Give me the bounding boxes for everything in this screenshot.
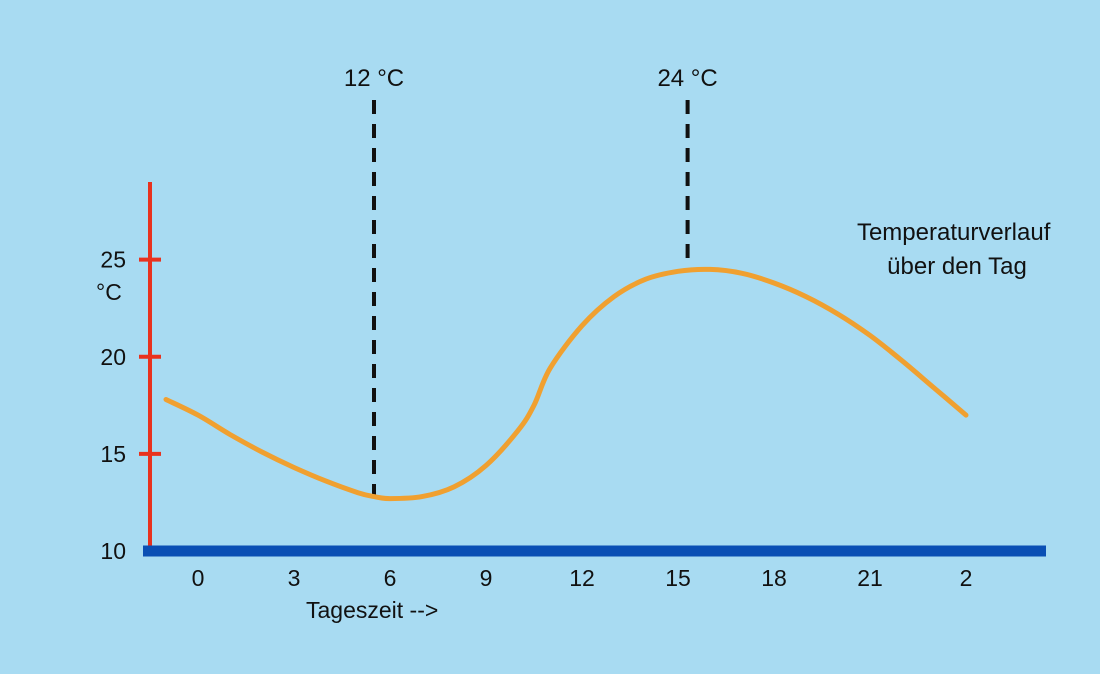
x-tick-label: 15 — [665, 565, 691, 591]
annotation-label: 12 °C — [344, 65, 404, 92]
annotation-lines: 12 °C 24 °C — [344, 65, 718, 495]
chart-note-line-1: Temperaturverlauf — [857, 219, 1051, 246]
temperature-curve — [163, 266, 969, 502]
x-tick-label: 18 — [761, 565, 787, 591]
y-ticks: 10 15 20 25 — [100, 247, 161, 564]
annotation-label: 24 °C — [657, 65, 717, 92]
x-axis-label: Tageszeit --> — [306, 597, 438, 623]
y-tick-label: 10 — [100, 538, 126, 564]
chart-note: Temperaturverlauf über den Tag — [857, 219, 1057, 280]
y-axis-unit: °C — [96, 279, 122, 305]
x-tick-label: 21 — [857, 565, 883, 591]
x-tick-label: 0 — [192, 565, 205, 591]
x-ticks: 0 3 6 9 12 15 18 21 2 — [192, 565, 973, 591]
x-tick-label: 6 — [384, 565, 397, 591]
y-tick-label: 20 — [100, 344, 126, 370]
chart-note-line-2: über den Tag — [887, 253, 1027, 280]
x-tick-label: 12 — [569, 565, 595, 591]
x-tick-label: 3 — [288, 565, 301, 591]
y-tick-label: 15 — [100, 441, 126, 467]
x-tick-label: 2 — [960, 565, 973, 591]
y-tick-label: 25 — [100, 247, 126, 273]
x-tick-label: 9 — [480, 565, 493, 591]
